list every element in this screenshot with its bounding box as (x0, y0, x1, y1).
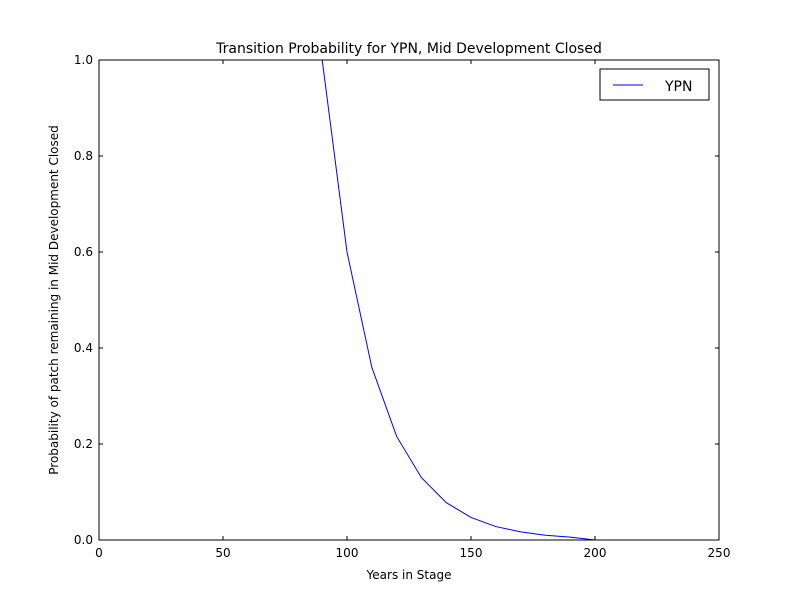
y-axis-label: Probability of patch remaining in Mid De… (47, 125, 61, 475)
legend: YPN (599, 68, 710, 101)
x-tick-label: 200 (584, 546, 607, 560)
y-tick-label: 1.0 (74, 53, 93, 67)
chart-title: Transition Probability for YPN, Mid Deve… (215, 41, 602, 57)
y-tick-label: 0.0 (74, 533, 93, 547)
y-tick-label: 0.8 (74, 149, 93, 163)
y-tick-label: 0.6 (74, 245, 93, 259)
x-axis-label: Years in Stage (366, 568, 452, 582)
legend-label-ypn: YPN (664, 79, 692, 95)
x-tick-label: 250 (708, 546, 731, 560)
y-tick-label: 0.4 (74, 341, 93, 355)
x-tick-label: 150 (460, 546, 483, 560)
x-tick-label: 50 (215, 546, 230, 560)
plot-frame (98, 59, 720, 541)
x-tick-label: 100 (336, 546, 359, 560)
plot-area (99, 60, 719, 540)
x-tick-label: 0 (95, 546, 103, 560)
y-tick-label: 0.2 (74, 437, 93, 451)
ticks-layer: 0 50 100 150 200 250 0.0 0.2 0.4 0.6 0.8 1.0 (74, 53, 731, 560)
